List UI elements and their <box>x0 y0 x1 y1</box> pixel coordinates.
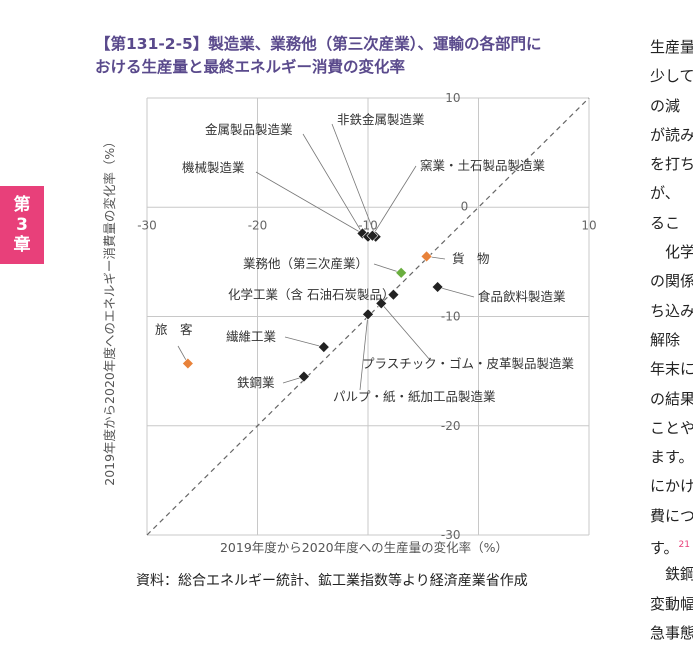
chart-points <box>181 227 444 383</box>
chart-grid <box>146 97 590 536</box>
data-point-label: 金属製品製造業 <box>205 122 293 137</box>
body-text-line: が読み <box>650 125 693 144</box>
x-tick-label: -30 <box>137 218 157 232</box>
body-text-line: の減 <box>650 96 681 115</box>
data-point-label: 鉄鋼業 <box>237 375 275 390</box>
leader-line <box>284 336 324 348</box>
body-text-line: す。21 <box>650 539 690 558</box>
data-point-marker <box>366 229 379 242</box>
body-text-line: にかけ <box>650 477 693 496</box>
chart-leader-lines <box>177 123 475 391</box>
leader-line <box>437 286 475 298</box>
data-point-label: 業務他（第三次産業） <box>243 256 368 271</box>
body-text-line: 年末に <box>650 360 693 379</box>
data-point-label: 窯業・土石製品製造業 <box>420 158 546 173</box>
data-point-marker <box>181 357 194 370</box>
data-point-marker <box>395 266 408 279</box>
data-point-label: 非鉄金属製造業 <box>337 112 425 127</box>
body-text-line: 急事態 <box>650 623 693 642</box>
x-tick-label: -20 <box>248 218 268 232</box>
body-text-line: ち込み <box>650 301 693 320</box>
data-point-label: 貨 物 <box>452 251 490 266</box>
figure-title: 【第131-2-5】製造業、業務他（第三次産業）、運輸の各部門に おける生産量と… <box>95 33 615 79</box>
chart-axes: -30 -20 -1001010-10-20-302019年度から2020年度への生… <box>102 91 597 555</box>
data-point-marker <box>362 308 374 321</box>
body-text-line: の関係 <box>650 272 693 291</box>
data-point-label: 化学工業（含 石油石炭製品） <box>228 287 394 302</box>
body-text-line: を打ち <box>650 155 693 174</box>
body-text-line: の結果 <box>650 389 693 408</box>
body-text-line: るこ <box>650 213 681 232</box>
chapter-tab-char-2: 章 <box>13 235 31 255</box>
body-text-line: 少して <box>650 67 693 86</box>
figure-title-line-2: おける生産量と最終エネルギー消費の変化率 <box>95 58 406 76</box>
x-axis-title: 2019年度から2020年度への生産量の変化率（%） <box>220 540 508 555</box>
leader-line <box>302 133 363 234</box>
data-point-label: 繊維工業 <box>226 329 277 344</box>
chapter-tab-char-1: 第 <box>13 195 31 215</box>
data-point-marker <box>431 281 444 293</box>
x-tick-label: 0 <box>461 199 469 213</box>
body-text-line: 鉄鋼 <box>665 565 693 584</box>
y-axis-title: 2019年度から2020年度へのエネルギー消費量の変化率（%） <box>102 135 117 486</box>
y-tick-label: -10 <box>441 310 461 324</box>
chapter-tab-number: 3 <box>16 215 28 235</box>
leader-line <box>372 165 417 236</box>
body-text-line: ことや <box>650 418 693 437</box>
data-point-label: パルプ・紙・紙加工品製造業 <box>333 389 496 404</box>
leader-line <box>255 171 369 238</box>
chapter-tab: 第 3 章 <box>0 186 44 264</box>
leader-line <box>331 123 377 237</box>
body-text-line: ます。 <box>650 448 693 467</box>
body-text-line: 解除 <box>650 330 681 349</box>
body-text-line: 生産量 <box>650 38 693 56</box>
data-point-label: 食品飲料製造業 <box>478 289 566 304</box>
data-point-marker <box>317 341 330 354</box>
data-point-label: 旅 客 <box>155 322 193 337</box>
figure-source: 資料：総合エネルギー統計、鉱工業指数等より経済産業省作成 <box>136 573 528 589</box>
body-text-line: 変動幅 <box>650 594 693 613</box>
data-point-marker <box>375 297 388 310</box>
figure-title-line-1: 【第131-2-5】製造業、業務他（第三次産業）、運輸の各部門に <box>95 35 542 53</box>
y-tick-label: -20 <box>441 419 461 433</box>
leader-line <box>359 314 369 391</box>
y-tick-label: -30 <box>441 528 461 542</box>
body-text-column: 生産量少しての減が読みを打ちが、るこ化学の関係ち込み解除年末にの結果ことやます。… <box>650 33 693 648</box>
body-text-line: 化学 <box>665 243 693 262</box>
data-point-marker <box>420 250 433 263</box>
data-point-marker <box>297 370 310 383</box>
y-tick-label: 10 <box>445 91 460 105</box>
data-point-label: 機械製造業 <box>182 160 245 175</box>
body-text-line: 費につ <box>650 506 693 525</box>
leader-line <box>380 303 431 361</box>
footnote-ref: 21 <box>678 540 690 551</box>
body-text-line: が、 <box>650 184 680 203</box>
leader-line <box>373 263 402 274</box>
data-point-marker <box>387 288 400 301</box>
data-point-label: プラスチック・ゴム・皮革製品製造業 <box>362 356 575 371</box>
x-tick-label: 10 <box>581 218 596 232</box>
